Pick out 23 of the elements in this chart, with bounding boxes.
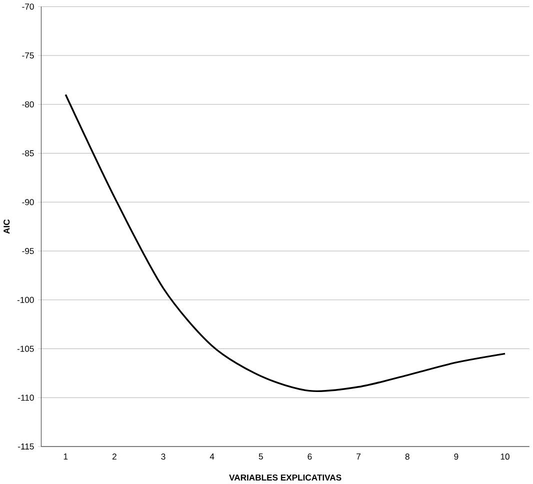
x-axis-title: VARIABLES EXPLICATIVAS [229, 474, 342, 481]
y-tick-label: -90 [22, 199, 34, 206]
y-tick-label: -110 [18, 394, 34, 401]
x-tick-label: 6 [308, 453, 312, 460]
x-tick-label: 9 [454, 453, 458, 460]
y-tick-label: -95 [22, 248, 34, 254]
x-tick-label: 8 [405, 453, 410, 460]
x-tick-label: 2 [112, 453, 116, 460]
y-tick-label: -70 [22, 4, 34, 10]
x-tick-label: 5 [258, 453, 263, 460]
x-tick-label: 10 [500, 453, 510, 460]
line-series [64, 94, 506, 392]
x-tick-label: 4 [210, 453, 214, 460]
x-tick-label: 7 [356, 453, 361, 460]
y-tick-label: -75 [22, 52, 34, 58]
y-tick-label: -115 [18, 443, 34, 450]
y-tick-label: -100 [17, 296, 34, 303]
y-axis-title: AIC [4, 219, 10, 234]
y-tick-label: -80 [22, 101, 34, 108]
x-tick-label: 1 [64, 453, 68, 460]
y-tick-label: -85 [22, 150, 34, 156]
x-tick-label: 3 [161, 453, 166, 460]
y-tick-label: -105 [17, 346, 34, 352]
